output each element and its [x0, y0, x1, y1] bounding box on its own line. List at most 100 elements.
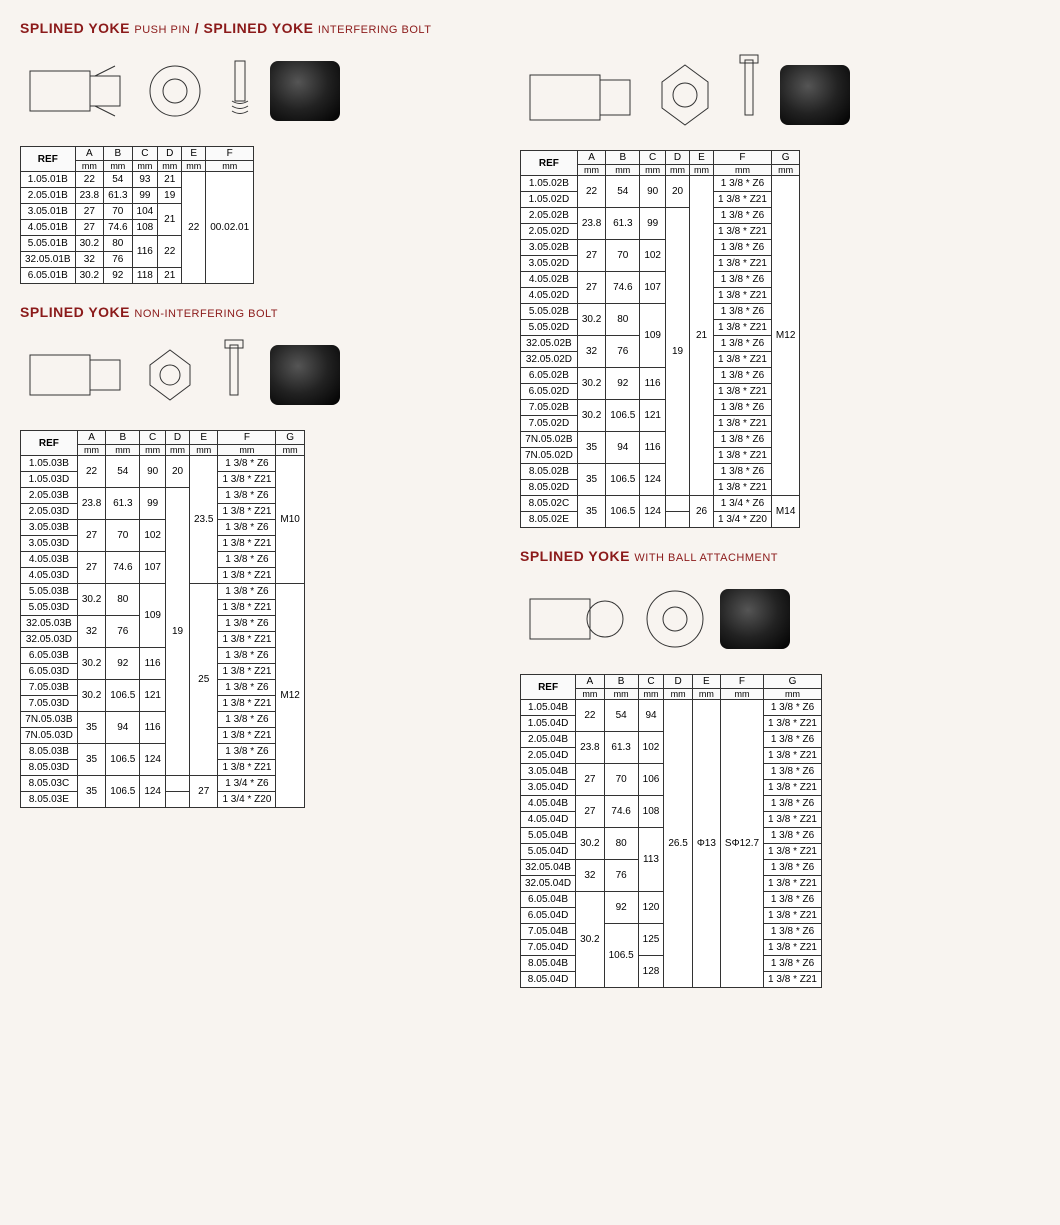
table-header: D	[664, 675, 692, 689]
table-cell: 26.5	[664, 700, 692, 988]
table-cell: 2.05.02B	[521, 208, 578, 224]
table-cell: 124	[140, 776, 166, 808]
table-cell: 35	[77, 776, 105, 808]
table-cell: 30.2	[77, 584, 105, 616]
table-header: A	[576, 675, 604, 689]
table-header: F	[218, 431, 276, 445]
table-cell: 27	[77, 520, 105, 552]
table-cell: 124	[640, 464, 666, 496]
table-cell: 102	[140, 520, 166, 552]
table-header: F	[206, 147, 254, 161]
table-cell: 4.05.02D	[521, 288, 578, 304]
table-cell: 8.05.03C	[21, 776, 78, 792]
yoke-photo	[720, 589, 790, 649]
table-cell: 1 3/8 * Z21	[764, 908, 822, 924]
table-cell: 1 3/8 * Z6	[218, 552, 276, 568]
table-header: F	[714, 151, 772, 165]
table-cell: 61.3	[106, 488, 140, 520]
table-cell: 1.05.04B	[521, 700, 576, 716]
table-cell: 1.05.03B	[21, 456, 78, 472]
table-header: G	[771, 151, 799, 165]
table-row: 3.05.02B27701021 3/8 * Z6	[521, 240, 800, 256]
table-cell: 125	[638, 924, 664, 956]
table-cell: 32	[77, 616, 105, 648]
diagram-row-1	[20, 46, 500, 136]
table-cell: M14	[771, 496, 799, 528]
table-cell: 108	[132, 220, 158, 236]
section-ball: SPLINED YOKE WITH BALL ATTACHMENT REFABC…	[520, 548, 1060, 988]
table-cell: 21	[158, 268, 182, 284]
table-cell: 108	[638, 796, 664, 828]
table-cell: 1 3/8 * Z21	[218, 504, 276, 520]
table-header: mm	[182, 161, 206, 172]
table-cell: 90	[140, 456, 166, 488]
table-header: mm	[604, 689, 638, 700]
table-cell: 1 3/8 * Z21	[764, 844, 822, 860]
bolt-icon	[210, 335, 260, 415]
table-cell: 1 3/8 * Z6	[218, 712, 276, 728]
table-cell: 113	[638, 828, 664, 892]
table-cell: 102	[640, 240, 666, 272]
table-row: 5.05.02B30.2801091 3/8 * Z6	[521, 304, 800, 320]
table-row: 2.05.02B23.861.399191 3/8 * Z6	[521, 208, 800, 224]
table-cell: 27	[77, 552, 105, 584]
section-non-interfering: SPLINED YOKE NON-INTERFERING BOLT REFABC…	[20, 304, 500, 808]
table-cell: 32.05.03B	[21, 616, 78, 632]
table-non-interfering: REFABCDEFGmmmmmmmmmmmmmm1.05.03B22549020…	[20, 430, 305, 808]
table-row: REFABCDEF	[21, 147, 254, 161]
table-header: mm	[75, 161, 103, 172]
table-cell: 1 3/8 * Z21	[714, 192, 772, 208]
table-cell: 2.05.03D	[21, 504, 78, 520]
table-row: 4.05.02B2774.61071 3/8 * Z6	[521, 272, 800, 288]
pin-icon	[220, 51, 260, 131]
table-cell: 124	[640, 496, 666, 528]
table-cell: 1 3/8 * Z6	[714, 272, 772, 288]
table-cell: 8.05.02E	[521, 512, 578, 528]
table-cell: 61.3	[604, 732, 638, 764]
table-cell: 00.02.01	[206, 172, 254, 284]
table-cell: 4.05.03B	[21, 552, 78, 568]
table-header: mm	[140, 445, 166, 456]
subtitle-push-pin: PUSH PIN	[134, 24, 190, 36]
table-cell: 5.05.02D	[521, 320, 578, 336]
table-cell	[666, 512, 690, 528]
table-header: mm	[606, 165, 640, 176]
table-cell: 7.05.04D	[521, 940, 576, 956]
table-row: REFABCDEFG	[521, 151, 800, 165]
table-cell: 1 3/8 * Z6	[764, 956, 822, 972]
table-cell: 99	[640, 208, 666, 240]
table-header: D	[166, 431, 190, 445]
table-row: 8.05.03C35106.5124271 3/4 * Z6	[21, 776, 305, 792]
table-cell: 1 3/8 * Z21	[764, 876, 822, 892]
table-cell: 54	[106, 456, 140, 488]
table-cell: 93	[132, 172, 158, 188]
table-push-pin: REFABCDEFmmmmmmmmmmmm1.05.01B22549321220…	[20, 146, 254, 284]
table-cell: 1 3/4 * Z6	[218, 776, 276, 792]
table-header: mm	[690, 165, 714, 176]
table-cell: 74.6	[606, 272, 640, 304]
table-cell: 124	[140, 744, 166, 776]
table-cell: 74.6	[106, 552, 140, 584]
table-cell: 21	[158, 172, 182, 188]
table-cell: 32	[576, 860, 604, 892]
table-cell: 27	[576, 796, 604, 828]
table-cell: 22	[577, 176, 605, 208]
table-cell: 120	[638, 892, 664, 924]
table-cell: 32.05.02B	[521, 336, 578, 352]
table-header: F	[720, 675, 763, 689]
table-header: B	[604, 675, 638, 689]
table-cell: 1 3/8 * Z6	[714, 432, 772, 448]
table-cell: 20	[666, 176, 690, 208]
table-header: A	[75, 147, 103, 161]
table-cell: 7.05.03D	[21, 696, 78, 712]
table-cell: 70	[604, 764, 638, 796]
table-cell: 1 3/8 * Z21	[714, 448, 772, 464]
table-cell: 1 3/8 * Z6	[714, 336, 772, 352]
table-cell: 1 3/8 * Z21	[218, 568, 276, 584]
table-cell: 25	[190, 584, 218, 776]
yoke-front-icon	[640, 579, 710, 659]
table-cell: 35	[77, 712, 105, 744]
table-cell: 7N.05.02D	[521, 448, 578, 464]
table-cell: 1.05.01B	[21, 172, 76, 188]
table-cell: 92	[104, 268, 132, 284]
